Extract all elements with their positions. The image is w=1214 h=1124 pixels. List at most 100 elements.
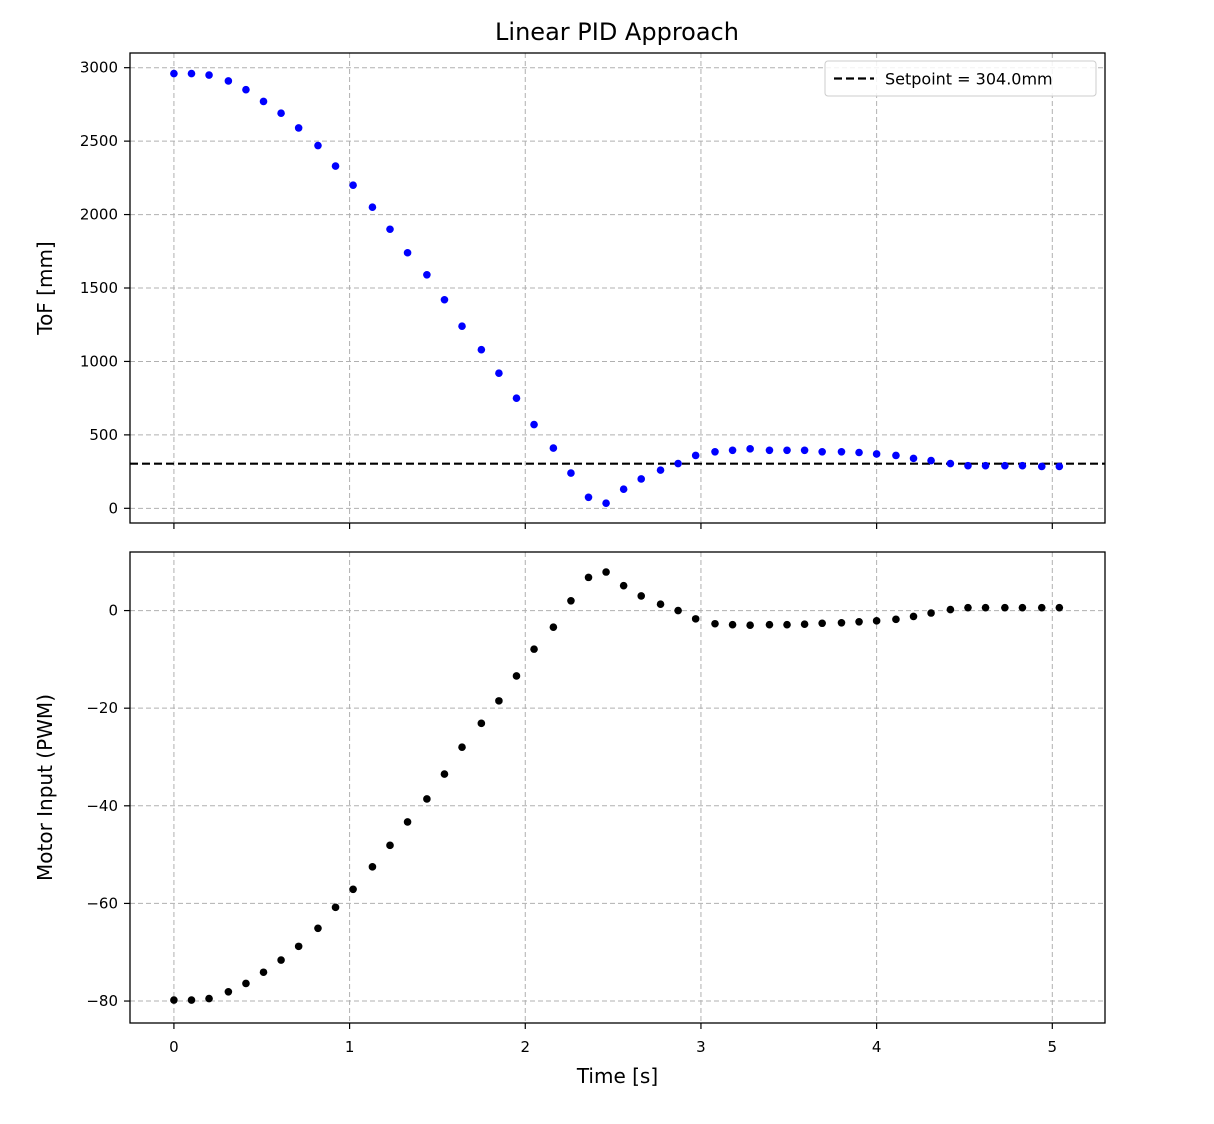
tof-data-point bbox=[314, 141, 322, 150]
motor-data-point bbox=[619, 581, 628, 590]
motor-data-point bbox=[187, 996, 196, 1004]
motor-data-point bbox=[477, 719, 486, 728]
tof-data-point bbox=[946, 459, 955, 468]
tof-data-point bbox=[691, 451, 700, 460]
motor-data-point bbox=[277, 956, 285, 964]
x-tick-label: 0 bbox=[169, 1038, 179, 1056]
tof-data-point bbox=[1001, 461, 1009, 470]
motor-data-point bbox=[224, 987, 233, 996]
x-tick-label: 4 bbox=[872, 1038, 882, 1056]
motor-data-point bbox=[170, 996, 178, 1004]
motor-data-point bbox=[1018, 603, 1027, 612]
motor-points bbox=[170, 568, 1064, 1004]
tof-data-point bbox=[1055, 462, 1064, 471]
motor-grid bbox=[130, 552, 1105, 1023]
tof-data-point bbox=[170, 69, 178, 78]
tof-data-point bbox=[187, 69, 196, 78]
tof-data-point bbox=[584, 493, 593, 502]
tof-data-point bbox=[294, 124, 303, 132]
tof-data-point bbox=[549, 444, 558, 452]
tof-y-axis-label: ToF [mm] bbox=[33, 241, 57, 336]
motor-axes-frame bbox=[129, 551, 1106, 1024]
motor-data-point bbox=[205, 994, 213, 1003]
tof-data-point bbox=[656, 466, 665, 474]
tof-data-point bbox=[242, 85, 250, 94]
motor-data-point bbox=[512, 672, 521, 680]
chart-title: Linear PID Approach bbox=[495, 18, 739, 46]
tof-data-point bbox=[909, 454, 918, 463]
tof-data-point bbox=[765, 446, 774, 455]
motor-panel: 0 1 2 3 4 5 −80 −60 −40 −20 0 Motor Input (PWM) Ti… bbox=[33, 551, 1106, 1088]
tof-data-point bbox=[386, 225, 394, 234]
tof-data-point bbox=[567, 469, 575, 477]
tof-y-tick-label: 3000 bbox=[80, 59, 118, 77]
motor-data-point bbox=[765, 620, 774, 629]
tof-panel: 0 500 1000 1500 2000 2500 3000 ToF [mm] Setpoi… bbox=[33, 52, 1106, 529]
tof-data-point bbox=[331, 162, 340, 170]
tof-data-point bbox=[746, 445, 754, 453]
motor-data-point bbox=[800, 620, 809, 629]
motor-y-tick-label: −40 bbox=[86, 797, 118, 815]
motor-data-point bbox=[259, 968, 268, 977]
tof-data-point bbox=[602, 499, 610, 507]
motor-data-point bbox=[294, 942, 303, 951]
motor-data-point bbox=[946, 605, 955, 614]
tof-data-point bbox=[892, 451, 900, 460]
tof-data-point bbox=[637, 475, 646, 483]
tof-y-tick-label: 500 bbox=[89, 426, 118, 444]
tof-y-tick-label: 0 bbox=[108, 499, 118, 517]
motor-y-tick-label: −80 bbox=[86, 992, 118, 1010]
x-tick-label: 2 bbox=[520, 1038, 530, 1056]
tof-data-point bbox=[205, 71, 213, 79]
x-tick-label: 5 bbox=[1048, 1038, 1058, 1056]
tof-data-point bbox=[981, 461, 990, 470]
motor-data-point bbox=[567, 597, 575, 605]
tof-data-point bbox=[855, 448, 863, 457]
tof-points bbox=[170, 69, 1064, 507]
motor-data-point bbox=[656, 600, 665, 609]
x-tick-label: 3 bbox=[696, 1038, 706, 1056]
tof-data-point bbox=[1018, 461, 1027, 470]
tof-data-point bbox=[1037, 462, 1046, 471]
motor-data-point bbox=[783, 620, 791, 629]
motor-y-tick-label: 0 bbox=[108, 602, 118, 620]
motor-data-point bbox=[728, 620, 737, 629]
motor-data-point bbox=[403, 818, 412, 826]
motor-y-tick-label: −20 bbox=[86, 699, 118, 717]
motor-data-point bbox=[386, 841, 394, 850]
tof-data-point bbox=[872, 450, 881, 458]
motor-data-point bbox=[368, 863, 377, 871]
motor-data-point bbox=[746, 621, 754, 630]
motor-data-point bbox=[1055, 603, 1064, 612]
tof-data-point bbox=[728, 446, 737, 455]
motor-data-point bbox=[602, 568, 610, 576]
tof-data-point bbox=[711, 447, 719, 456]
motor-data-point bbox=[242, 979, 250, 988]
motor-data-point bbox=[458, 743, 466, 752]
motor-data-point bbox=[981, 603, 990, 612]
tof-y-tick-label: 1000 bbox=[80, 352, 118, 370]
tof-data-point bbox=[818, 447, 826, 456]
tof-data-point bbox=[440, 295, 449, 304]
tof-data-point bbox=[477, 345, 486, 354]
motor-data-point bbox=[818, 619, 826, 628]
motor-data-point bbox=[1037, 603, 1046, 612]
motor-data-point bbox=[691, 615, 700, 623]
motor-y-axis-label: Motor Input (PWM) bbox=[33, 694, 57, 881]
tof-data-point bbox=[458, 322, 466, 330]
motor-data-point bbox=[964, 603, 972, 612]
tof-ticks: 0 500 1000 1500 2000 2500 3000 bbox=[80, 59, 1053, 529]
motor-data-point bbox=[637, 592, 646, 600]
motor-ticks: 0 1 2 3 4 5 −80 −60 −40 −20 0 bbox=[86, 602, 1057, 1056]
motor-data-point bbox=[674, 606, 682, 615]
tof-data-point bbox=[423, 270, 431, 279]
tof-data-point bbox=[277, 109, 285, 118]
motor-data-point bbox=[423, 795, 431, 803]
tof-data-point bbox=[783, 446, 791, 455]
motor-data-point bbox=[530, 645, 538, 653]
tof-grid bbox=[130, 53, 1105, 523]
legend-setpoint-label: Setpoint = 304.0mm bbox=[885, 70, 1053, 89]
motor-data-point bbox=[855, 617, 863, 626]
tof-data-point bbox=[964, 461, 972, 470]
tof-data-point bbox=[530, 420, 538, 429]
